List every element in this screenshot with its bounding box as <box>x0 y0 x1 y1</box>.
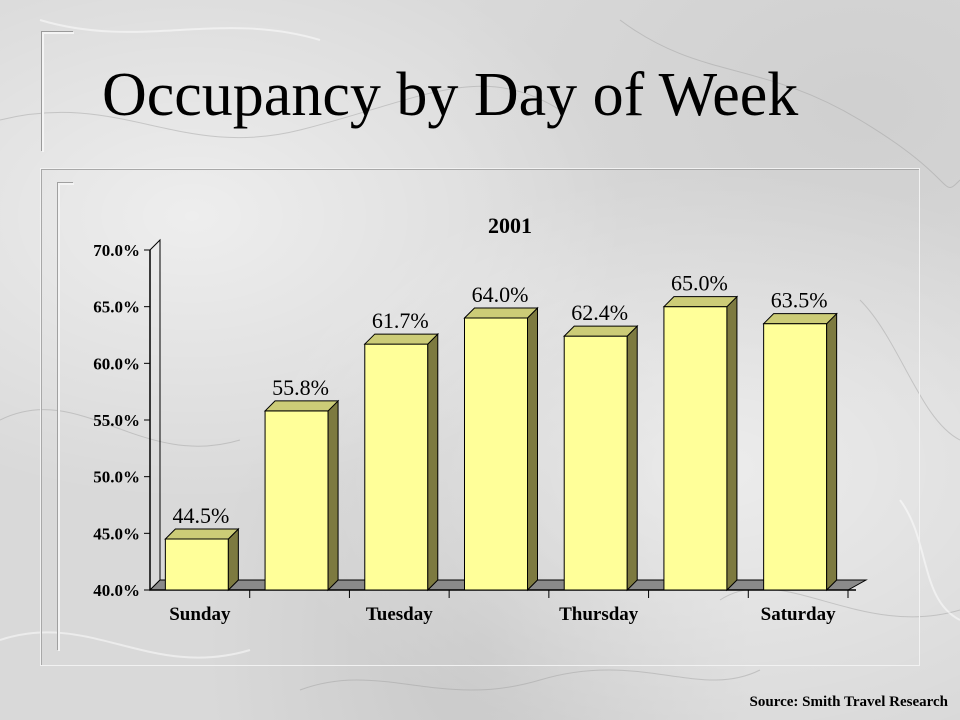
y-tick-label: 70.0% <box>93 241 140 260</box>
bar <box>164 538 229 591</box>
bar <box>563 335 628 591</box>
plot-back-edge <box>149 238 161 592</box>
bar-side <box>826 312 838 592</box>
bar-top <box>762 313 838 325</box>
y-tick-label: 40.0% <box>93 581 140 600</box>
source-note: Source: Smith Travel Research <box>749 694 948 710</box>
data-label: 61.7% <box>372 308 429 333</box>
slide-title: Occupancy by Day of Week <box>102 61 799 129</box>
bar <box>464 317 528 591</box>
x-tick-label: Saturday <box>761 604 836 625</box>
data-label: 44.5% <box>172 503 229 528</box>
y-tick-label: 60.0% <box>93 354 140 373</box>
data-label: 63.5% <box>771 288 828 313</box>
data-label: 55.8% <box>272 375 329 400</box>
bar-side <box>626 324 638 592</box>
chart-accent-bar <box>58 183 74 651</box>
bar-top <box>164 528 240 540</box>
bar-side <box>427 332 439 592</box>
y-tick-label: 45.0% <box>93 524 140 543</box>
x-tick-label: Tuesday <box>366 604 433 625</box>
chart-title: 2001 <box>488 213 532 238</box>
data-label: 65.0% <box>671 271 728 296</box>
chart-frame <box>40 168 920 666</box>
y-tick-label: 55.0% <box>93 411 140 430</box>
y-tick-label: 65.0% <box>93 298 140 317</box>
data-label: 64.0% <box>472 282 529 307</box>
bar-side <box>327 399 339 592</box>
bar-top <box>263 400 340 412</box>
bar <box>264 410 329 591</box>
bar-top <box>463 307 539 319</box>
data-label: 62.4% <box>571 300 628 325</box>
bar-top <box>662 296 739 308</box>
x-tick-label: Thursday <box>559 604 639 625</box>
bar-top <box>563 325 639 337</box>
bar <box>364 343 429 591</box>
bar-side <box>726 295 738 592</box>
x-tick-label: Sunday <box>169 604 231 625</box>
bar-side <box>527 306 538 592</box>
bar <box>663 306 728 591</box>
bar-top <box>363 333 439 345</box>
bar <box>763 323 828 591</box>
y-tick-label: 50.0% <box>93 468 140 487</box>
title-accent-bar <box>42 32 74 152</box>
